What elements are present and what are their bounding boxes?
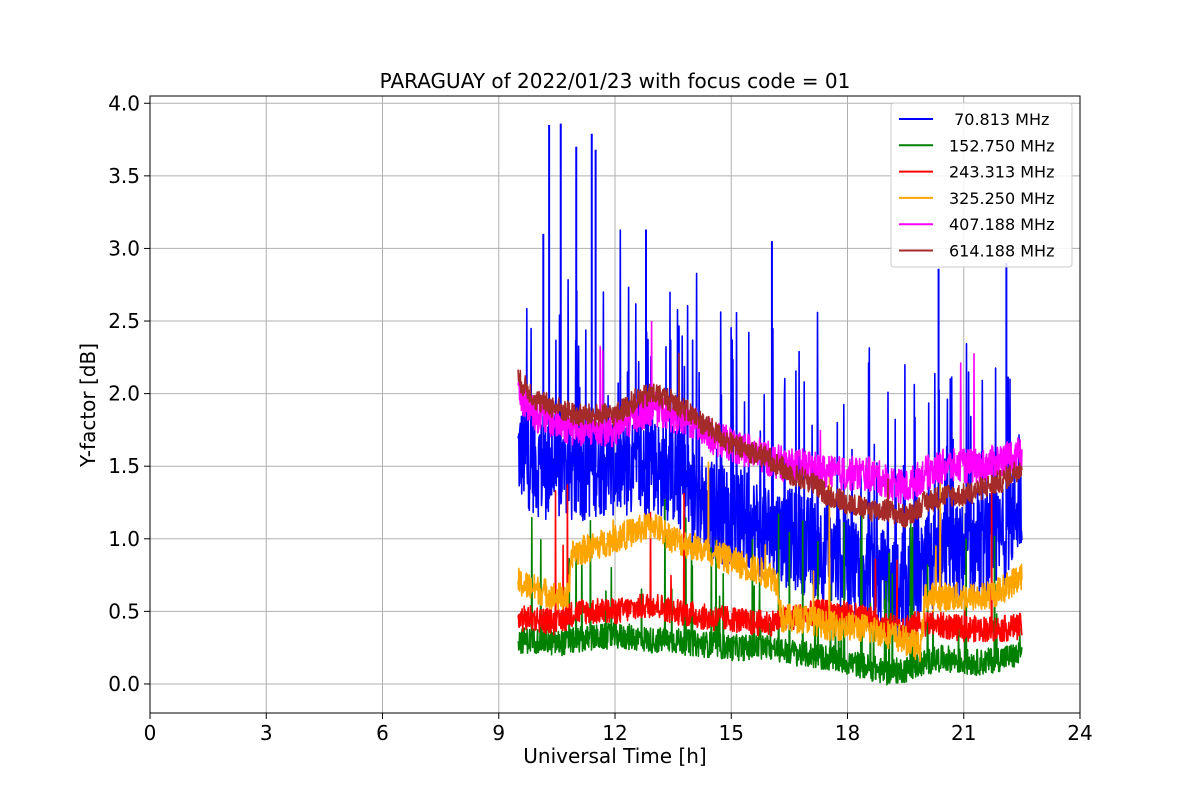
x-tick-label: 3 [260, 721, 273, 745]
y-tick-label: 0.5 [108, 599, 140, 623]
x-axis-label: Universal Time [h] [523, 744, 706, 768]
legend-label: 70.813 MHz [949, 110, 1049, 129]
legend-label: 325.250 MHz [949, 189, 1054, 208]
y-tick-label: 2.5 [108, 309, 140, 333]
x-tick-label: 21 [951, 721, 976, 745]
y-tick-label: 1.0 [108, 527, 140, 551]
y-axis-label: Y-factor [dB] [76, 343, 100, 468]
x-tick-label: 6 [376, 721, 389, 745]
x-tick-label: 0 [144, 721, 157, 745]
chart-title: PARAGUAY of 2022/01/23 with focus code =… [380, 69, 851, 93]
series-line [517, 352, 1023, 529]
legend-box [890, 102, 1073, 268]
x-tick-label: 15 [719, 721, 744, 745]
y-tick-label: 0.0 [108, 672, 140, 696]
legend-label: 614.188 MHz [949, 242, 1054, 261]
x-tick-label: 9 [492, 721, 505, 745]
legend-label: 407.188 MHz [949, 215, 1054, 234]
x-tick-label: 24 [1067, 721, 1092, 745]
series-layer [517, 123, 1023, 686]
y-tick-label: 1.5 [108, 454, 140, 478]
y-tick-label: 2.0 [108, 382, 140, 406]
legend-label: 243.313 MHz [949, 163, 1054, 182]
x-tick-label: 18 [835, 721, 860, 745]
series-line [517, 484, 1023, 643]
legend-label: 152.750 MHz [949, 136, 1054, 155]
series-line [517, 461, 1023, 663]
series-line [517, 498, 1023, 686]
y-tick-label: 3.0 [108, 236, 140, 260]
legend: 70.813 MHz 152.750 MHz 243.313 MHz 325.250 … [890, 102, 1073, 268]
y-tick-label: 3.5 [108, 164, 140, 188]
axes-ticks: 0 3 6 9 12 15 18 21 24 0.0 0.5 1.0 1.5 2.0 2.5 3.0 3.5 4.… [108, 91, 1093, 745]
y-tick-label: 4.0 [108, 91, 140, 115]
x-tick-label: 12 [602, 721, 627, 745]
